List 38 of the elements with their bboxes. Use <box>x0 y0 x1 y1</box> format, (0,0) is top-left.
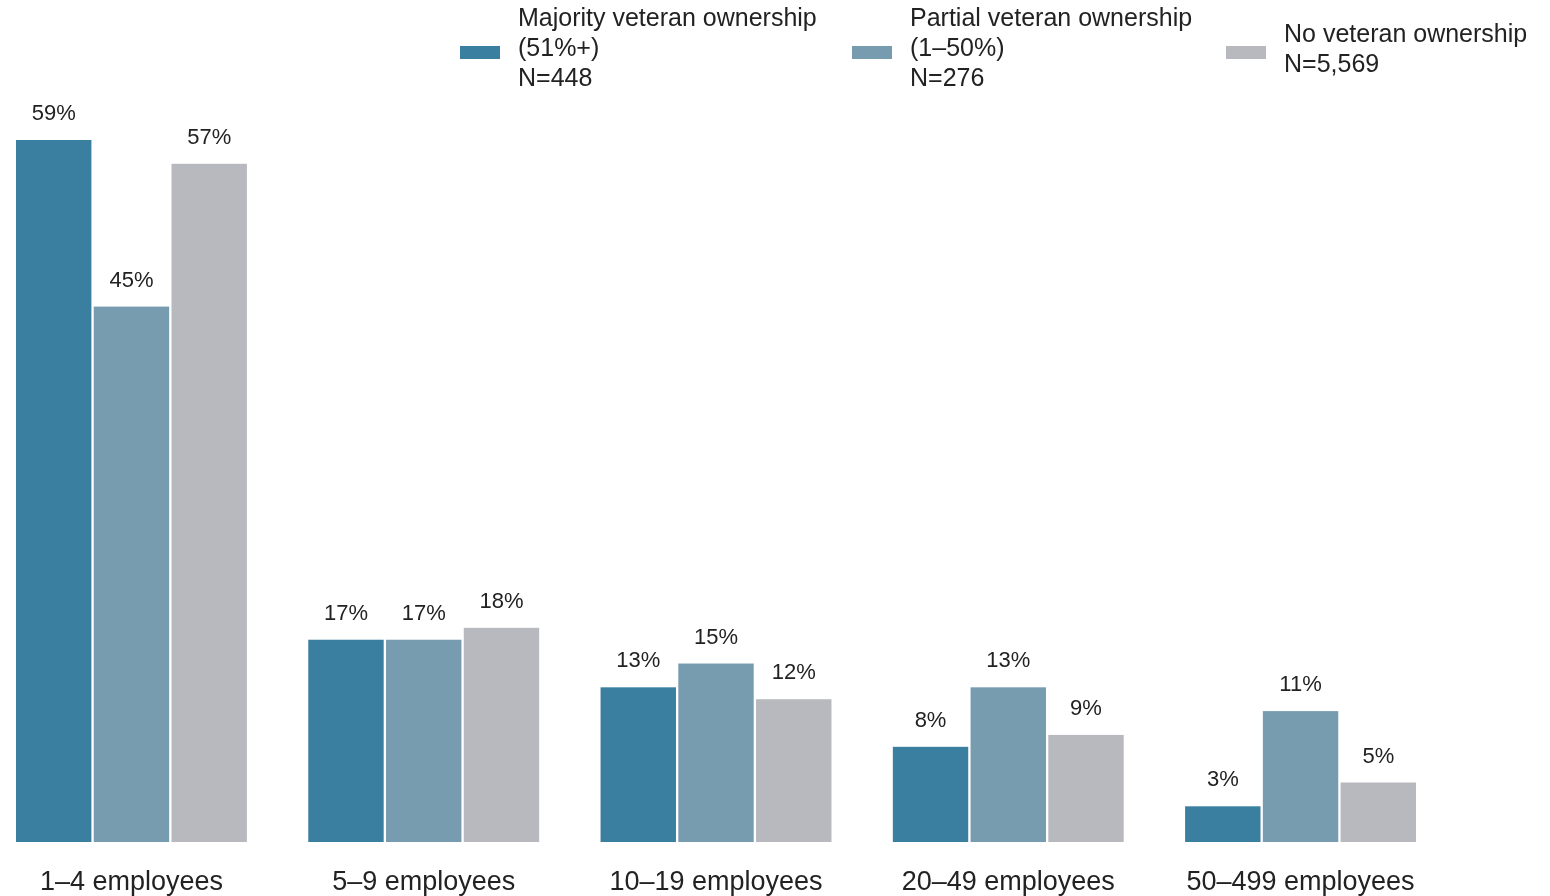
data-label: 15% <box>693 623 739 649</box>
x-tick-label: 20–49 employees <box>901 866 1115 896</box>
bar <box>16 140 92 842</box>
bar <box>386 639 462 842</box>
bar <box>463 627 540 842</box>
bar <box>600 687 676 842</box>
bar <box>970 687 1046 842</box>
bar <box>892 746 969 842</box>
data-label: 18% <box>479 587 524 613</box>
data-label: 9% <box>1070 694 1102 720</box>
data-label: 8% <box>914 706 947 732</box>
data-label: 3% <box>1206 766 1239 792</box>
bar <box>678 663 754 842</box>
data-label: 57% <box>187 123 232 149</box>
bar <box>756 699 832 842</box>
bar <box>171 163 247 842</box>
data-label: 59% <box>31 100 76 125</box>
x-tick-label: 5–9 employees <box>332 866 516 896</box>
legend-label: No veteran ownership N=5,569 <box>1284 19 1528 77</box>
bar <box>1185 806 1261 842</box>
data-label: 13% <box>616 647 661 673</box>
data-label: 13% <box>986 647 1031 673</box>
x-tick-label: 50–499 employees <box>1186 866 1415 896</box>
bar <box>1048 734 1124 842</box>
bar <box>308 639 384 842</box>
legend-label: Partial veteran ownership (1–50%) N=276 <box>910 3 1193 91</box>
bar <box>93 306 170 842</box>
data-label: 5% <box>1362 742 1395 768</box>
bar <box>1262 711 1339 842</box>
x-tick-label: 10–19 employees <box>609 866 823 896</box>
data-label: 17% <box>401 599 446 625</box>
data-label: 45% <box>109 266 154 292</box>
data-label: 12% <box>771 659 816 685</box>
bar <box>1340 782 1416 842</box>
data-label: 17% <box>323 599 368 625</box>
data-label: 11% <box>1279 671 1322 697</box>
legend-label: Majority veteran ownership (51%+) N=448 <box>518 3 817 91</box>
x-tick-label: 1–4 employees <box>39 866 224 896</box>
